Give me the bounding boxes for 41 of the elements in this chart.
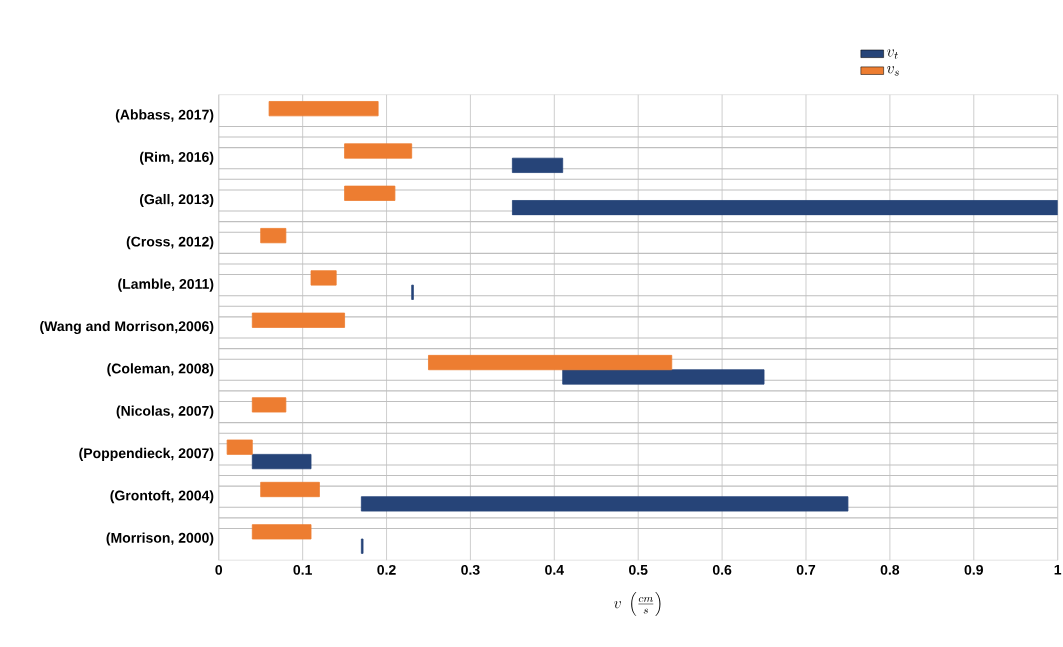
x-tick-label: 1 (1054, 564, 1062, 575)
bar (226, 439, 253, 455)
x-tick-label: 0.8 (880, 564, 900, 575)
bar (360, 496, 849, 512)
x-axis-title: $v\ \left(\frac{cm}{s}\right)$ (613, 592, 661, 617)
bar (260, 228, 287, 244)
y-tick-label: (Coleman, 2008) (107, 363, 214, 377)
x-tick-label: 0.4 (545, 564, 564, 575)
y-tick-label: (Grontoft, 2004) (110, 490, 214, 504)
y-tick-label: (Poppendieck, 2007) (79, 447, 214, 461)
x-tick-label: 0.5 (629, 564, 648, 575)
y-tick-label: (Lamble, 2011) (118, 278, 214, 292)
x-tick-label: 0.3 (461, 564, 480, 575)
bar (251, 312, 345, 328)
bar (562, 369, 765, 385)
bar (260, 481, 320, 498)
x-tick-label: 0.9 (964, 564, 983, 575)
x-tick-label: 0.2 (377, 564, 396, 575)
y-tick-label: (Morrison, 2000) (106, 532, 214, 546)
legend-label: $v_t$ (887, 49, 898, 59)
y-tick-label: (Gall, 2013) (140, 194, 214, 208)
y-tick-label: (Abbass, 2017) (115, 109, 214, 123)
bar (428, 355, 673, 371)
bar (511, 157, 564, 174)
legend-label: $v_s$ (887, 66, 899, 76)
bar (344, 143, 413, 159)
bar (310, 270, 337, 286)
bar (251, 397, 287, 413)
bar (344, 185, 396, 201)
x-tick-label: 0.1 (293, 564, 312, 575)
x-tick-label: 0.7 (796, 564, 816, 575)
bar (251, 454, 312, 470)
y-tick-label: (Nicolas, 2007) (116, 405, 214, 419)
bar (268, 101, 379, 117)
y-tick-label: (Wang and Morrison,2006) (40, 320, 214, 335)
x-tick-label: 0.6 (712, 564, 732, 575)
bar (511, 200, 1058, 216)
y-tick-label: (Cross, 2012) (126, 236, 214, 250)
x-tick-label: 0 (215, 564, 223, 575)
bar (251, 524, 312, 540)
y-tick-label: (Rim, 2016) (140, 151, 214, 165)
